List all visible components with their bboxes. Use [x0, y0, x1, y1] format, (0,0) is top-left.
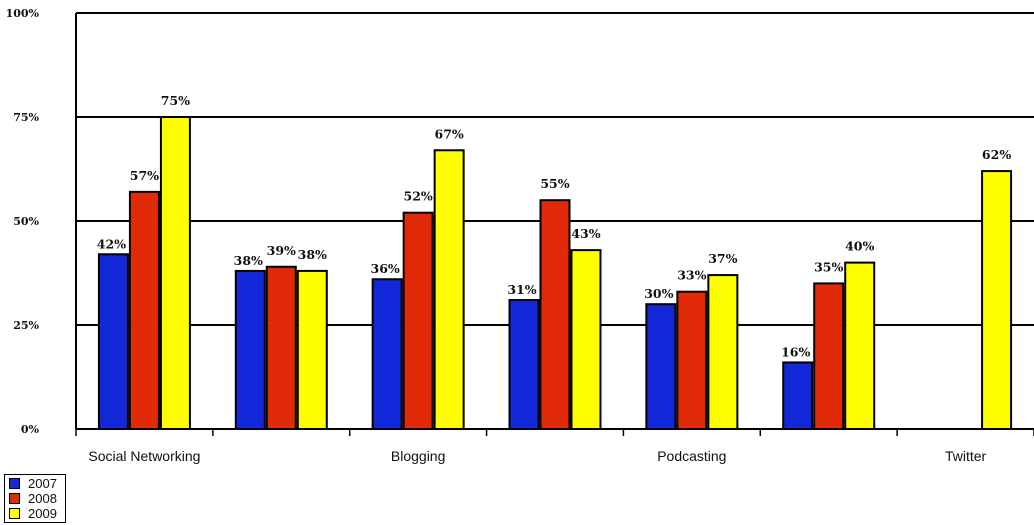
legend-swatch-2007: [9, 478, 20, 489]
y-tick-label: 50%: [13, 215, 39, 228]
legend-label-2007: 2007: [28, 475, 57, 491]
data-labels: 42%57%75%38%39% 38%36%52%67%31%55%43%30%3…: [97, 93, 1012, 359]
bar-2007: [371, 278, 403, 430]
data-label: 37%: [708, 251, 737, 266]
legend-item-2009: 2009: [7, 506, 57, 521]
data-label: 40%: [845, 239, 874, 254]
data-label: 38%: [298, 247, 327, 262]
data-label: 30%: [644, 286, 673, 301]
data-label: 42%: [97, 236, 126, 251]
data-label: 31%: [507, 282, 536, 297]
axes: [75, 13, 1034, 430]
bar-2008: [813, 282, 845, 430]
bar-2008: [265, 265, 297, 431]
bar-2009: [296, 269, 328, 431]
legend: 2007 2008 2009: [4, 474, 66, 523]
bar-2009: [981, 170, 1013, 431]
x-tick-label: Blogging: [391, 448, 446, 464]
bar-2009: [159, 116, 191, 430]
bar-2009: [570, 249, 602, 430]
y-tick-label: 25%: [13, 319, 39, 332]
bar-2007: [782, 361, 814, 430]
legend-label-2009: 2009: [28, 505, 57, 521]
data-label: 62%: [982, 147, 1011, 162]
data-label: 36%: [371, 261, 400, 276]
data-label: 43%: [571, 226, 600, 241]
legend-swatch-2009: [9, 508, 20, 519]
bar-2007: [645, 303, 677, 431]
legend-item-2007: 2007: [7, 476, 57, 491]
x-tick-label: Podcasting: [657, 448, 726, 464]
data-label: 39%: [267, 243, 296, 258]
data-label: 57%: [130, 168, 159, 183]
legend-swatch-2008: [9, 493, 20, 504]
y-tick-label: 0%: [21, 423, 40, 436]
data-label: 35%: [814, 259, 843, 274]
bar-2008: [539, 199, 571, 430]
data-label: 33%: [677, 268, 706, 283]
legend-label-2008: 2008: [28, 490, 57, 506]
y-tick-label: 100%: [6, 7, 40, 20]
bar-2009: [844, 261, 876, 430]
bar-2009: [433, 149, 465, 430]
data-label: 52%: [404, 189, 433, 204]
bar-2009: [707, 274, 739, 430]
x-tick-label: Social Networking: [88, 448, 200, 464]
bar-chart: 0% 25% 50% 75% 100% Social Networking Bloggin…: [6, 7, 1034, 464]
y-tick-label: 75%: [13, 111, 39, 124]
data-label: 38%: [234, 253, 263, 268]
data-label: 55%: [540, 176, 569, 191]
data-label: 67%: [435, 126, 464, 141]
legend-item-2008: 2008: [7, 491, 57, 506]
bar-2008: [128, 190, 160, 430]
x-tick-label: Twitter: [945, 448, 987, 464]
bars: [97, 116, 1013, 431]
bar-2007: [234, 269, 266, 431]
x-axis-ticks: Social Networking Blogging Podcasting Twitt…: [75, 429, 1034, 464]
bar-2008: [402, 211, 434, 430]
bar-2007: [97, 253, 129, 430]
data-label: 75%: [161, 93, 190, 108]
data-label: 16%: [781, 344, 810, 359]
bar-2008: [676, 290, 708, 430]
bar-2007: [508, 299, 540, 431]
y-axis-ticks: 0% 25% 50% 75% 100%: [6, 7, 40, 436]
